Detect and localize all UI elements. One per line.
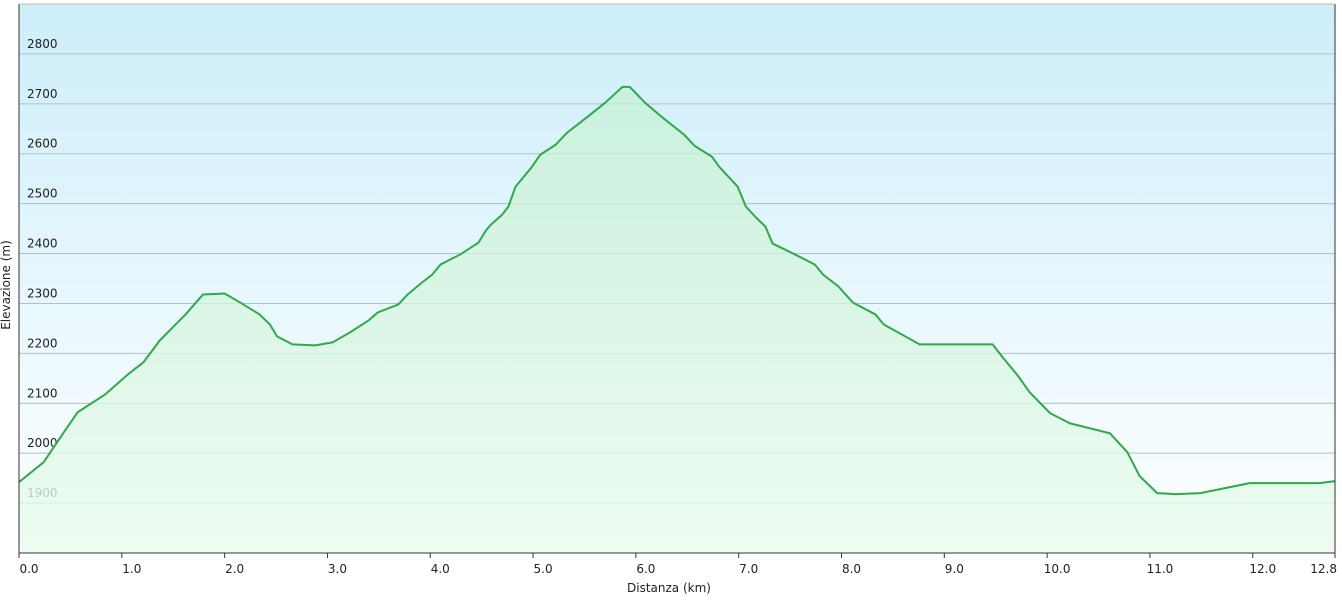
y-tick-label: 2800 [27,37,58,51]
x-tick-label: 7.0 [739,562,758,576]
y-tick-label: 2000 [27,436,58,450]
x-tick-label: 10.0 [1044,562,1071,576]
x-tick-label: 5.0 [534,562,553,576]
y-tick-label: 2700 [27,87,58,101]
x-tick-label: 2.0 [225,562,244,576]
elevation-line [18,85,1336,496]
y-tick-label: 2600 [27,137,58,151]
x-tick-label: 8.0 [842,562,861,576]
x-tick-label: 6.0 [636,562,655,576]
x-tick-label: 12.0 [1249,562,1276,576]
y-axis-title: Elevazione (m) [0,240,13,330]
y-tick-label: 2200 [27,336,58,350]
x-tick-label: 3.0 [328,562,347,576]
y-tick-label: 2400 [27,237,58,251]
x-tick-label: 4.0 [431,562,450,576]
elevation-area [19,86,1335,553]
x-tick-label: 11.0 [1147,562,1174,576]
y-tick-label: 2500 [27,187,58,201]
x-tick-label: 12.8 [1310,562,1337,576]
x-axis-title: Distanza (km) [627,581,711,595]
x-tick-label: 1.0 [122,562,141,576]
y-tick-label: 2100 [27,386,58,400]
x-tick-label: 0.0 [19,562,38,576]
x-tick-label: 9.0 [945,562,964,576]
y-tick-label: 2300 [27,286,58,300]
